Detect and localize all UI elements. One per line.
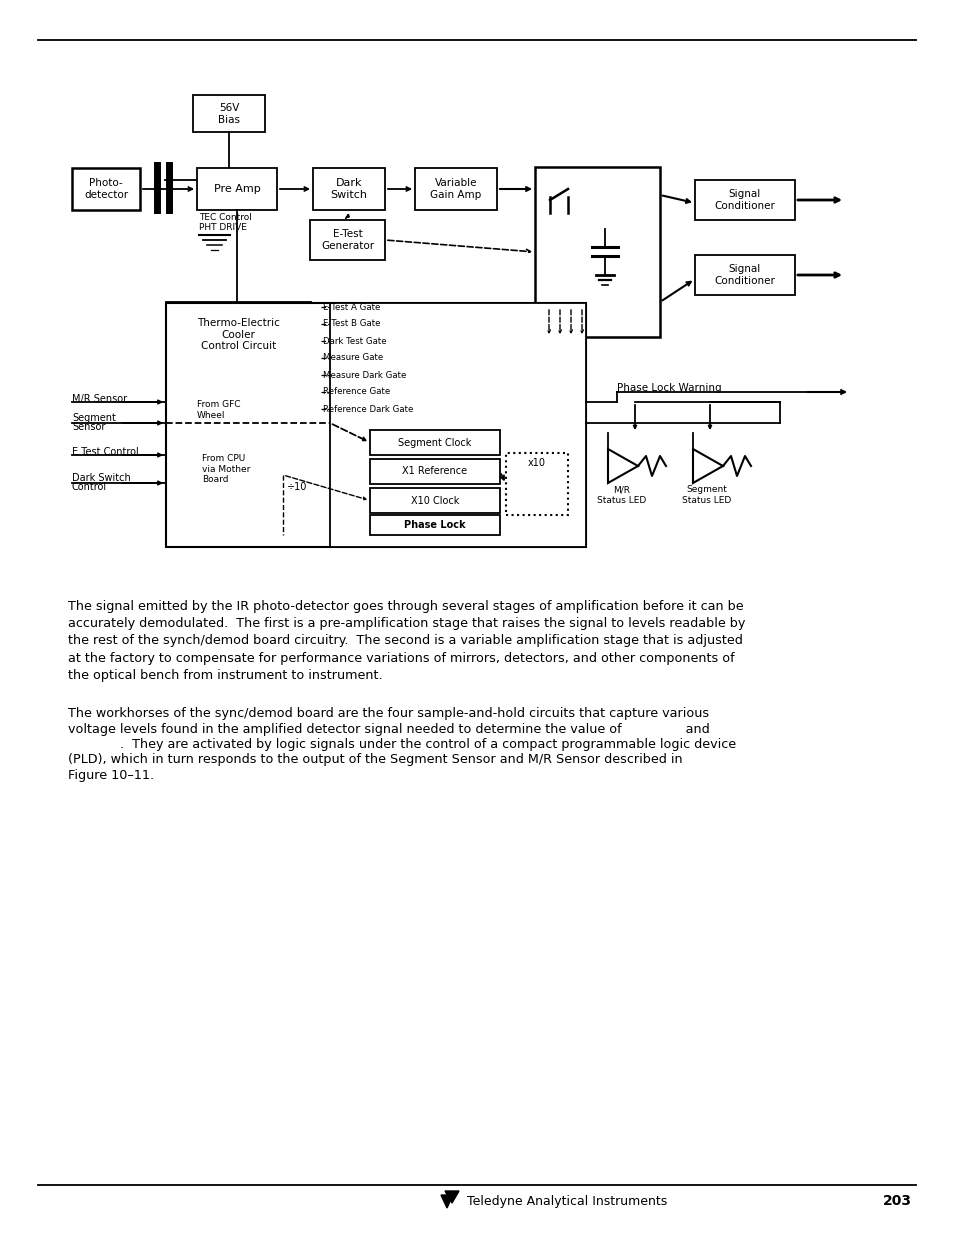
Text: Variable
Gain Amp: Variable Gain Amp [430, 178, 481, 200]
Text: voltage levels found in the amplified detector signal needed to determine the va: voltage levels found in the amplified de… [68, 722, 709, 736]
Bar [505, 453, 567, 515]
Bar [313, 168, 385, 210]
Text: M/R Sensor: M/R Sensor [71, 394, 127, 404]
Text: E-Test
Generator: E-Test Generator [320, 230, 374, 251]
Bar [330, 303, 585, 547]
Text: Measure Dark Gate: Measure Dark Gate [323, 370, 406, 379]
Bar [370, 488, 499, 513]
Polygon shape [444, 1191, 458, 1203]
Bar [166, 303, 311, 367]
Text: X1 Reference: X1 Reference [402, 467, 467, 477]
Text: X10 Clock: X10 Clock [411, 495, 458, 505]
Text: Reference Gate: Reference Gate [323, 388, 390, 396]
Text: The signal emitted by the IR photo-detector goes through several stages of ampli: The signal emitted by the IR photo-detec… [68, 600, 744, 682]
Text: Measure Gate: Measure Gate [323, 353, 383, 363]
Bar [535, 167, 659, 337]
Bar [695, 180, 794, 220]
Bar [370, 515, 499, 535]
Bar [310, 220, 385, 261]
Text: x10: x10 [527, 458, 545, 468]
Text: Figure 10–11.: Figure 10–11. [68, 769, 154, 782]
Text: E Test B Gate: E Test B Gate [323, 320, 380, 329]
Text: Dark Test Gate: Dark Test Gate [323, 336, 386, 346]
Text: Dark
Switch: Dark Switch [330, 178, 367, 200]
Text: Teledyne Analytical Instruments: Teledyne Analytical Instruments [467, 1194, 666, 1208]
Text: (PLD), which in turn responds to the output of the Segment Sensor and M/R Sensor: (PLD), which in turn responds to the out… [68, 753, 682, 767]
Text: Dark Switch: Dark Switch [71, 473, 131, 483]
Text: Segment Clock: Segment Clock [398, 437, 471, 447]
Text: .  They are activated by logic signals under the control of a compact programmab: . They are activated by logic signals un… [68, 739, 736, 751]
Text: 203: 203 [882, 1194, 911, 1208]
Text: ÷10: ÷10 [287, 482, 307, 492]
Text: M/R
Status LED: M/R Status LED [597, 485, 646, 505]
Bar [415, 168, 497, 210]
Text: Signal
Conditioner: Signal Conditioner [714, 264, 775, 285]
Bar [166, 303, 585, 547]
Bar [193, 95, 265, 132]
Text: Pre Amp: Pre Amp [213, 184, 260, 194]
Text: The workhorses of the sync/demod board are the four sample-and-hold circuits tha: The workhorses of the sync/demod board a… [68, 706, 708, 720]
Text: Signal
Conditioner: Signal Conditioner [714, 189, 775, 211]
Bar [71, 168, 140, 210]
Text: PHT DRIVE: PHT DRIVE [199, 222, 247, 231]
Bar [370, 430, 499, 454]
Bar [695, 254, 794, 295]
Text: 56V
Bias: 56V Bias [218, 104, 240, 125]
Text: From GFC
Wheel: From GFC Wheel [196, 400, 240, 420]
Text: Photo-
detector: Photo- detector [84, 178, 128, 200]
Text: Sensor: Sensor [71, 422, 105, 432]
Polygon shape [440, 1195, 453, 1208]
Text: Segment
Status LED: Segment Status LED [681, 485, 731, 505]
Text: Thermo-Electric
Cooler
Control Circuit: Thermo-Electric Cooler Control Circuit [197, 317, 279, 351]
Text: Segment: Segment [71, 412, 115, 424]
Text: Phase Lock Warning: Phase Lock Warning [617, 383, 720, 393]
Text: TEC Control: TEC Control [199, 212, 252, 221]
Text: E Test A Gate: E Test A Gate [323, 303, 380, 311]
Text: E Test Control: E Test Control [71, 447, 138, 457]
Text: Control: Control [71, 482, 107, 492]
Text: Reference Dark Gate: Reference Dark Gate [323, 405, 413, 414]
Text: From CPU
via Mother
Board: From CPU via Mother Board [202, 454, 250, 484]
Text: Phase Lock: Phase Lock [404, 520, 465, 530]
Bar [370, 459, 499, 484]
Bar [196, 168, 276, 210]
